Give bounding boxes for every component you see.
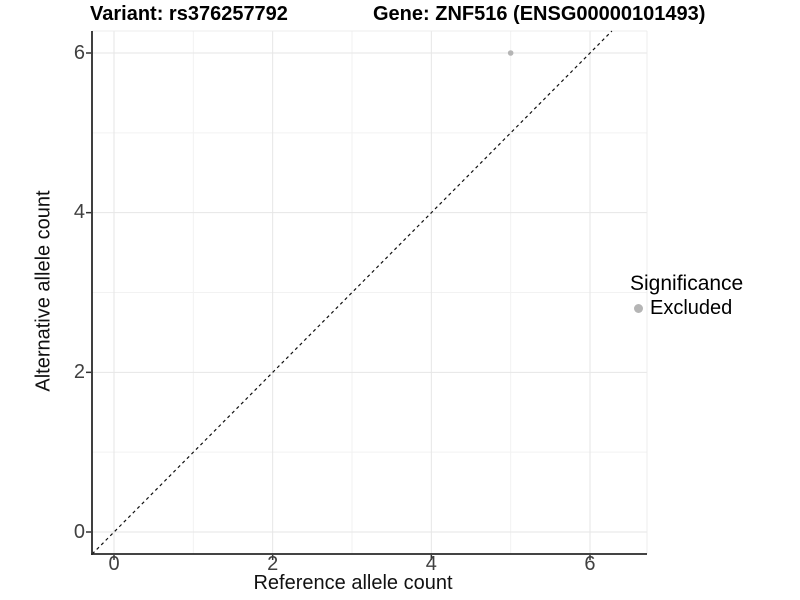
y-axis-title: Alternative allele count xyxy=(32,190,55,392)
legend-item-label: Excluded xyxy=(650,297,733,319)
x-tick-label: 0 xyxy=(108,553,120,575)
plot-title-gene: Gene: ZNF516 (ENSG00000101493) xyxy=(373,3,706,25)
y-tick-label: 4 xyxy=(73,201,85,224)
data-point xyxy=(507,50,514,56)
x-tick-label: 6 xyxy=(584,553,596,575)
legend-item-excluded: Excluded xyxy=(634,297,743,320)
y-tick-label: 0 xyxy=(73,520,85,543)
plot-title-variant: Variant: rs376257792 xyxy=(90,3,288,25)
y-tick-label: 2 xyxy=(73,360,85,383)
x-axis-title: Reference allele count xyxy=(253,572,453,594)
legend-key-dot-icon xyxy=(634,304,643,313)
x-tick-label: 4 xyxy=(425,553,437,575)
y-tick-label: 6 xyxy=(73,41,85,64)
identity-reference-line xyxy=(91,30,613,555)
legend-title: Significance xyxy=(630,272,744,295)
legend: Significance Excluded xyxy=(630,272,743,320)
x-tick-label: 2 xyxy=(267,553,279,575)
